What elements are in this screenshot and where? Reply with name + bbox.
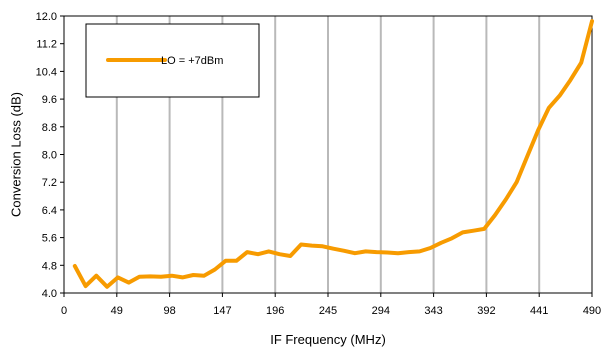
legend-label: LO = +7dBm: [161, 55, 223, 67]
x-tick-label-490: 490: [583, 305, 601, 317]
y-tick-label-12.0: 12.0: [36, 11, 57, 23]
y-tick-label-7.2: 7.2: [42, 177, 57, 189]
x-tick-label-49: 49: [111, 305, 123, 317]
y-tick-label-10.4: 10.4: [36, 66, 57, 78]
x-tick-label-0: 0: [61, 305, 67, 317]
series-layer: [72, 19, 594, 289]
x-tick-label-147: 147: [213, 305, 231, 317]
x-tick-label-441: 441: [530, 305, 548, 317]
x-axis-title: IF Frequency (MHz): [270, 332, 386, 347]
series-line-0: [72, 19, 594, 289]
y-tick-label-6.4: 6.4: [42, 205, 57, 217]
x-axis-ticks: 0 49 98 147 196 245 294 343 392 441 490: [61, 293, 601, 317]
y-tick-label-11.2: 11.2: [36, 39, 57, 51]
x-tick-label-343: 343: [424, 305, 442, 317]
y-tick-label-4.8: 4.8: [42, 260, 57, 272]
y-tick-label-9.6: 9.6: [42, 94, 57, 106]
y-tick-label-5.6: 5.6: [42, 233, 57, 245]
x-tick-label-294: 294: [372, 305, 390, 317]
y-tick-label-8.8: 8.8: [42, 122, 57, 134]
y-axis-title: Conversion Loss (dB): [8, 92, 23, 217]
y-tick-label-8.0: 8.0: [42, 150, 57, 162]
x-tick-label-98: 98: [163, 305, 175, 317]
x-tick-label-245: 245: [319, 305, 337, 317]
legend: LO = +7dBm: [85, 23, 260, 98]
x-tick-label-392: 392: [477, 305, 495, 317]
y-tick-label-4.0: 4.0: [42, 288, 57, 300]
x-tick-label-196: 196: [266, 305, 284, 317]
y-axis-ticks: 4.0 4.8 5.6 6.4 7.2 8.0 8.8 9.6 10.4 11.2 12.0: [36, 11, 64, 300]
